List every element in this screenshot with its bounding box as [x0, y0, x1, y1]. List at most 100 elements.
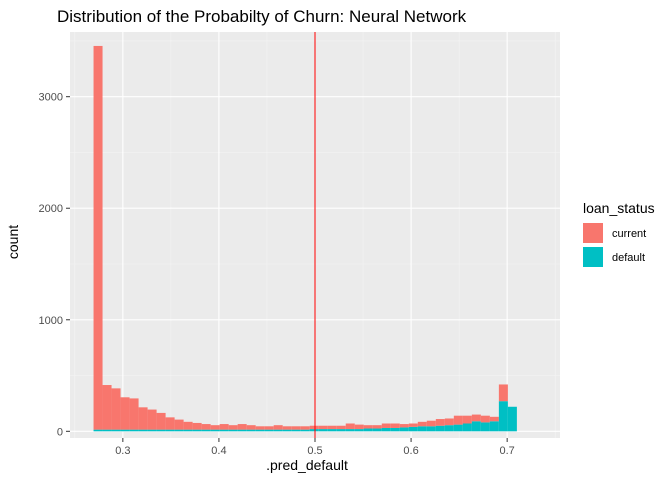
bar-default: [228, 429, 238, 432]
bar-current: [255, 426, 265, 430]
bar-default: [165, 429, 175, 432]
bar-current: [237, 424, 247, 430]
bar-current: [192, 422, 202, 430]
bar-default: [327, 429, 337, 432]
bar-default: [210, 429, 220, 432]
bar-current: [210, 425, 220, 430]
bar-default: [120, 429, 130, 432]
bar-default: [282, 429, 292, 432]
bar-current: [183, 421, 193, 430]
bar-default: [246, 429, 256, 432]
bar-default: [444, 425, 454, 432]
y-tick-label: 2000: [39, 203, 63, 215]
bar-current: [138, 407, 148, 430]
bar-current: [399, 424, 409, 428]
bar-default: [102, 429, 112, 432]
bar-current: [426, 420, 436, 427]
bar-current: [336, 425, 346, 430]
x-tick-label: 0.6: [403, 445, 418, 457]
x-axis-ticks: 0.3 0.4 0.5 0.6 0.7: [115, 438, 515, 457]
bar-current: [462, 415, 472, 424]
bar-current: [111, 388, 121, 430]
bar-default: [309, 429, 319, 432]
bar-current: [282, 426, 292, 430]
bar-default: [507, 406, 517, 432]
bar-current: [354, 424, 364, 430]
bar-current: [498, 384, 508, 402]
bar-default: [381, 427, 391, 432]
bar-default: [354, 429, 364, 432]
bar-default: [264, 429, 274, 432]
y-axis-ticks: 0 1000 2000 3000: [39, 92, 70, 438]
legend-label-default: default: [612, 252, 645, 264]
bar-current: [489, 416, 499, 422]
bar-default: [453, 424, 463, 432]
bar-current: [129, 398, 139, 430]
bars: [93, 45, 517, 432]
bar-default: [480, 422, 490, 432]
bar-current: [102, 385, 112, 430]
bar-default: [93, 429, 103, 432]
bar-default: [318, 429, 328, 432]
bar-default: [372, 428, 382, 432]
bar-default: [183, 429, 193, 432]
x-tick-label: 0.5: [307, 445, 322, 457]
legend: loan_status current default: [583, 200, 655, 267]
bar-current: [264, 426, 274, 430]
bar-default: [417, 426, 427, 432]
x-tick-label: 0.4: [211, 445, 226, 457]
bar-default: [129, 429, 139, 432]
bar-current: [345, 423, 355, 430]
x-tick-label: 0.7: [500, 445, 515, 457]
bar-current: [174, 419, 184, 430]
x-axis-title: .pred_default: [266, 457, 348, 473]
bar-current: [381, 423, 391, 428]
y-axis-title: count: [5, 225, 21, 259]
bar-current: [300, 426, 310, 430]
bar-current: [201, 424, 211, 430]
x-tick-label: 0.3: [115, 445, 130, 457]
bar-default: [300, 429, 310, 432]
bar-current: [228, 425, 238, 430]
bar-default: [498, 401, 508, 432]
bar-default: [273, 429, 283, 432]
bar-current: [273, 425, 283, 430]
bar-current: [408, 423, 418, 427]
chart-title: Distribution of the Probabilty of Churn:…: [57, 7, 467, 26]
bar-default: [255, 429, 265, 432]
bar-default: [138, 429, 148, 432]
bar-default: [399, 427, 409, 432]
bar-current: [246, 425, 256, 430]
bar-current: [147, 409, 157, 430]
bar-default: [462, 423, 472, 432]
bar-current: [156, 412, 166, 430]
y-tick-label: 1000: [39, 315, 63, 327]
bar-default: [192, 429, 202, 432]
y-tick-label: 0: [57, 426, 63, 438]
bar-default: [174, 429, 184, 432]
bar-current: [372, 425, 382, 429]
bar-default: [426, 426, 436, 432]
bar-default: [111, 429, 121, 432]
bar-default: [489, 421, 499, 432]
bar-current: [417, 421, 427, 427]
bar-default: [363, 428, 373, 432]
legend-title: loan_status: [583, 200, 655, 216]
bar-current: [327, 425, 337, 430]
legend-swatch-current: [583, 223, 603, 243]
bar-current: [219, 424, 229, 430]
bar-default: [471, 421, 481, 432]
bar-default: [201, 429, 211, 432]
bar-current: [120, 397, 130, 430]
bar-current: [435, 419, 445, 426]
bar-default: [291, 429, 301, 432]
legend-label-current: current: [612, 228, 646, 240]
bar-current: [444, 418, 454, 426]
bar-default: [435, 425, 445, 432]
legend-swatch-default: [583, 247, 603, 267]
bar-current: [291, 426, 301, 430]
bar-current: [453, 415, 463, 425]
bar-default: [147, 429, 157, 432]
